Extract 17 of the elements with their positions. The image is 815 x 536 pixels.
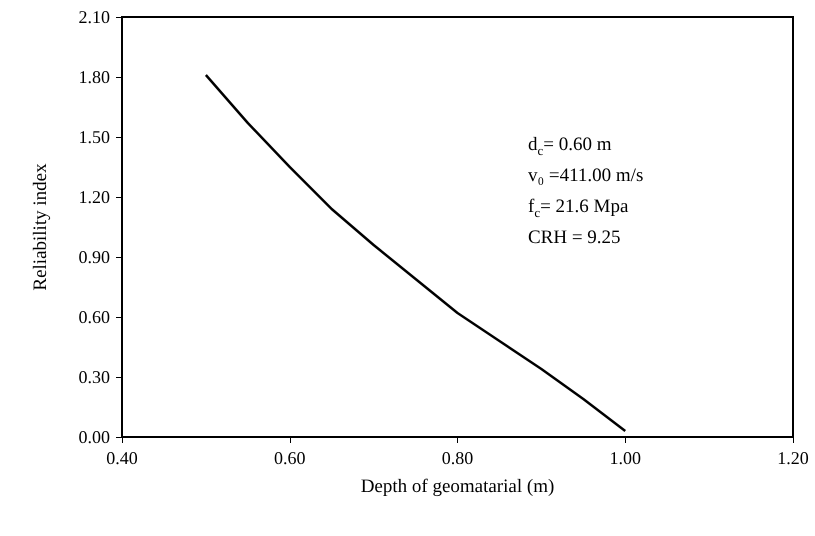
x-axis-title: Depth of geomatarial (m) xyxy=(360,476,554,497)
y-tick-label: 0.90 xyxy=(78,247,110,267)
x-tick-label: 0.40 xyxy=(106,448,138,468)
annotation: v₀ =411.00 m/s xyxy=(528,165,644,186)
y-tick-label: 2.10 xyxy=(78,7,110,27)
y-tick-label: 0.30 xyxy=(78,367,110,387)
x-tick-label: 0.60 xyxy=(274,448,306,468)
x-tick-label: 1.00 xyxy=(610,448,641,468)
y-tick-label: 0.00 xyxy=(78,427,110,447)
y-tick-label: 1.50 xyxy=(78,127,110,147)
y-tick-label: 1.20 xyxy=(78,187,110,207)
y-tick-label: 1.80 xyxy=(78,67,110,87)
x-tick-label: 1.20 xyxy=(777,448,809,468)
x-tick-label: 0.80 xyxy=(442,448,474,468)
y-axis-title: Reliability index xyxy=(30,162,51,291)
y-tick-label: 0.60 xyxy=(78,307,110,327)
annotation: CRH = 9.25 xyxy=(528,227,621,248)
